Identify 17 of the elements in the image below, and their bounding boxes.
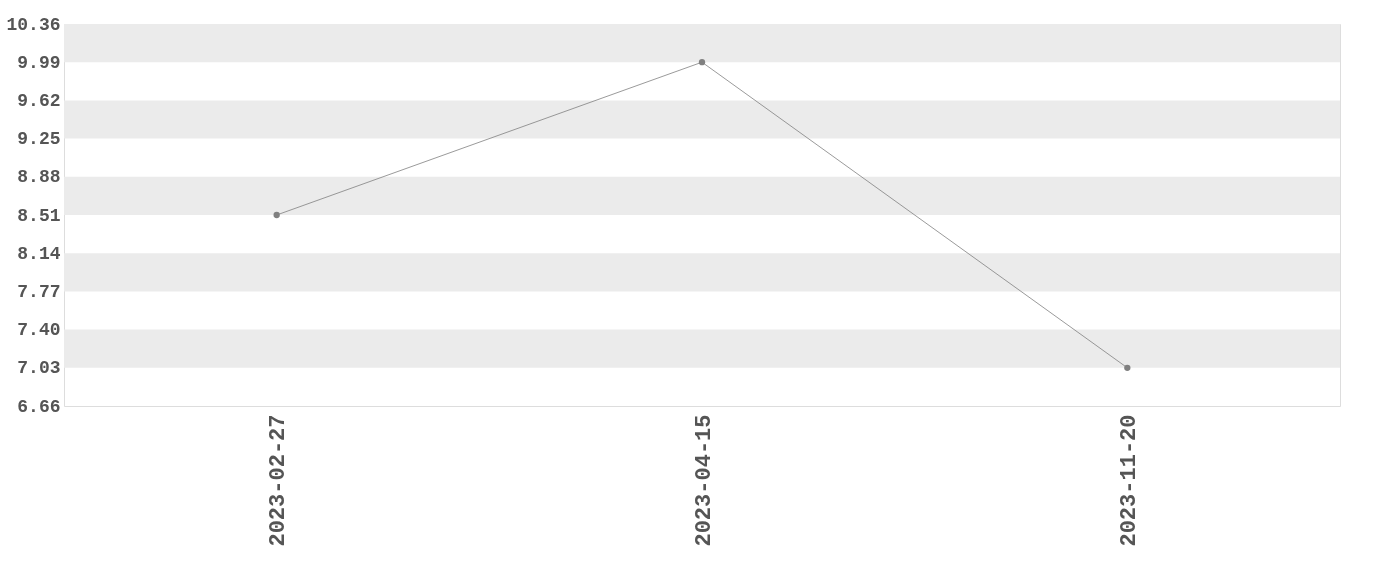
y-tick-label: 10.36 bbox=[6, 14, 61, 35]
y-tick-label: 8.51 bbox=[17, 205, 61, 226]
y-tick-label: 6.66 bbox=[17, 396, 61, 417]
x-tick-label: 2023-04-15 bbox=[691, 414, 717, 547]
y-tick-label: 9.25 bbox=[17, 129, 61, 150]
x-tick-label: 2023-11-20 bbox=[1116, 414, 1142, 547]
point bbox=[698, 59, 706, 66]
y-tick-label: 7.40 bbox=[17, 320, 61, 341]
y-tick-label: 7.03 bbox=[17, 358, 61, 379]
y-tick-label: 7.77 bbox=[17, 281, 61, 302]
point bbox=[1124, 364, 1131, 371]
x-tick-label: 2023-02-27 bbox=[266, 414, 292, 547]
point bbox=[273, 211, 280, 219]
y-tick-label: 8.88 bbox=[17, 167, 61, 188]
y-tick-label: 9.99 bbox=[17, 52, 61, 73]
y-tick-label: 8.14 bbox=[17, 243, 61, 264]
y-tick-label: 9.62 bbox=[17, 90, 61, 111]
